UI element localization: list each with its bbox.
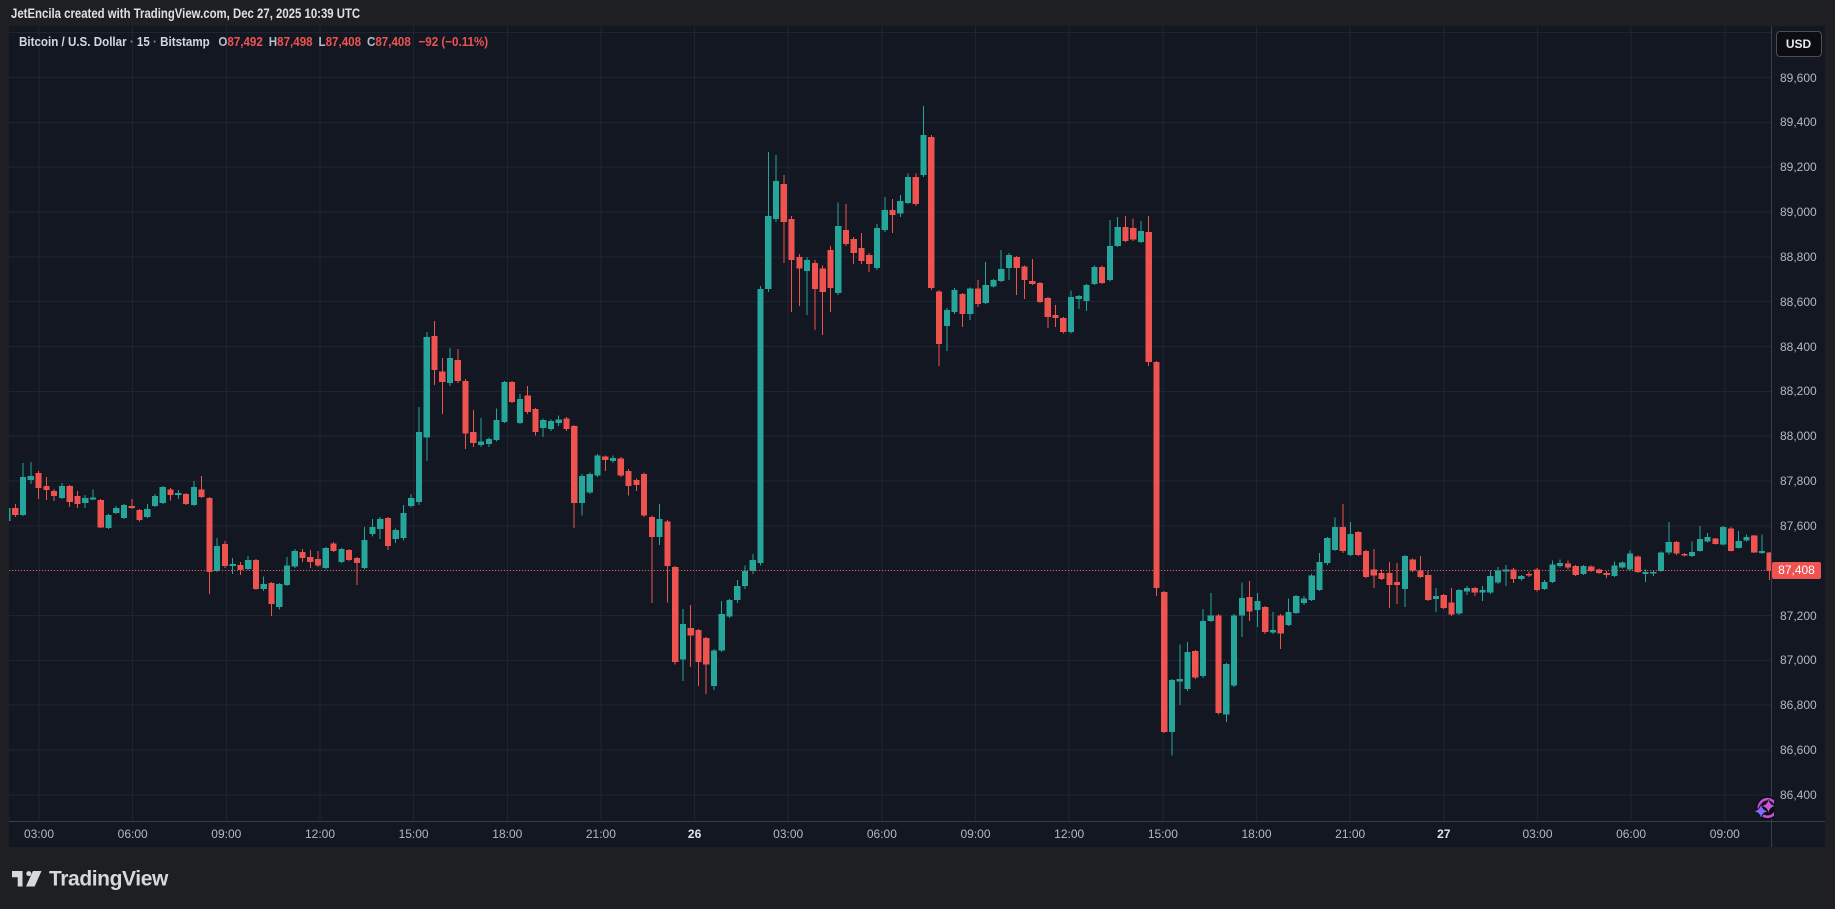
- svg-text:TradingView: TradingView: [49, 868, 169, 891]
